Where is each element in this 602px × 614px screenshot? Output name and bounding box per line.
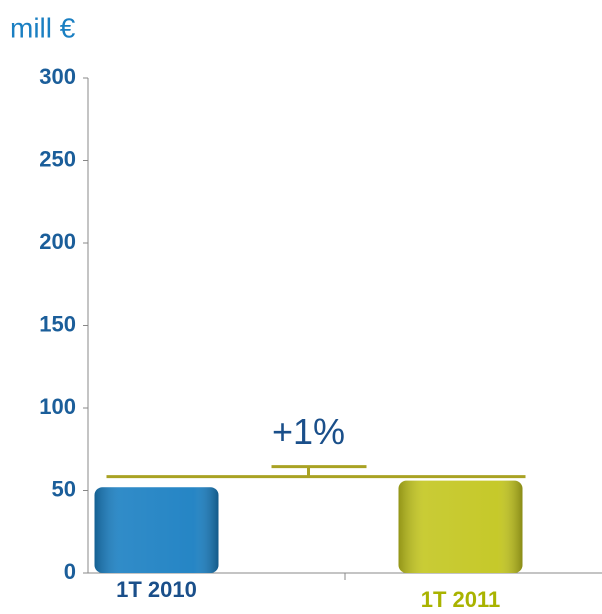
bar-shade xyxy=(398,480,523,573)
chart-title: mill € xyxy=(10,12,76,43)
y-tick-label: 300 xyxy=(39,64,76,89)
y-tick-label: 100 xyxy=(39,394,76,419)
y-tick-label: 200 xyxy=(39,229,76,254)
bar-shade xyxy=(94,487,219,573)
y-tick-label: 0 xyxy=(64,559,76,584)
y-tick-label: 50 xyxy=(52,476,76,501)
x-tick-label: 1T 2010 xyxy=(116,577,197,602)
annotation: +1% xyxy=(272,411,345,452)
y-tick-label: 250 xyxy=(39,146,76,171)
x-tick-label: 1T 2011 xyxy=(421,587,501,612)
y-tick-label: 150 xyxy=(39,311,76,336)
